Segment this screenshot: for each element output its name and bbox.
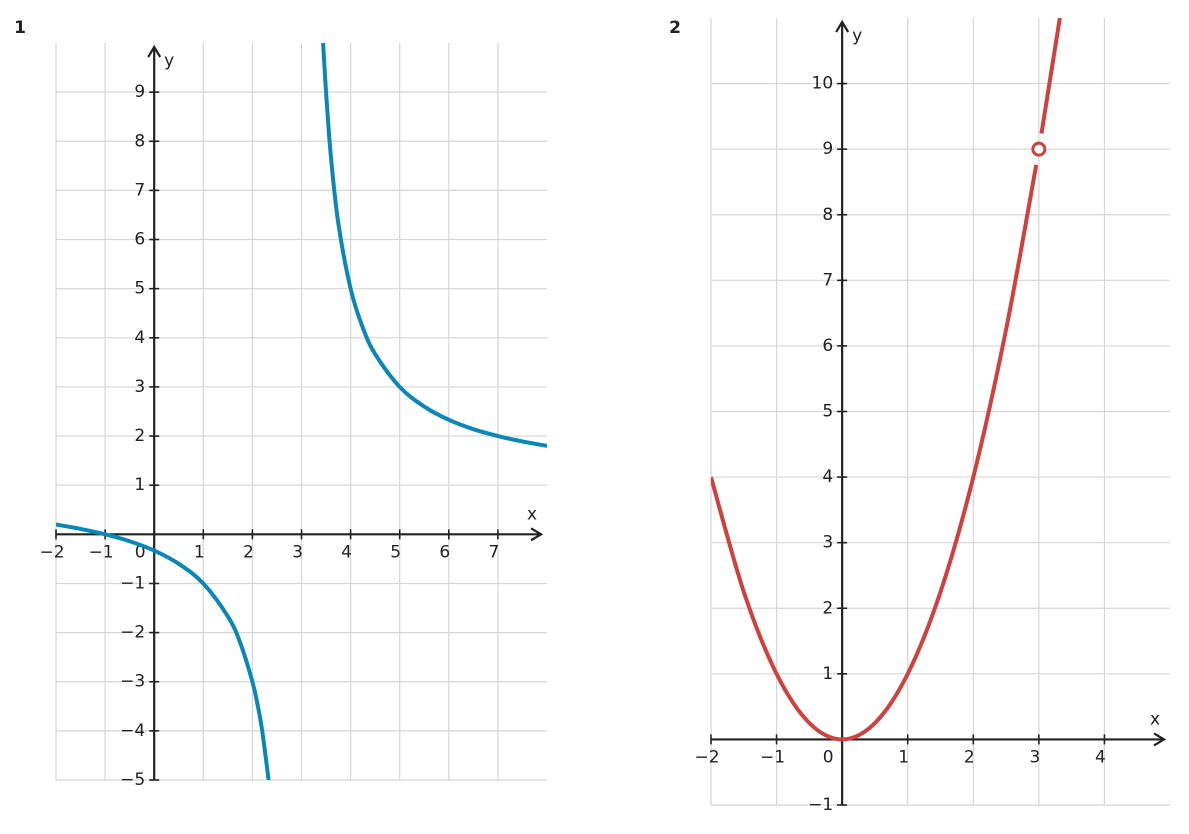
x-axis-arrow — [1153, 732, 1167, 747]
x-tick-label: 3 — [292, 542, 303, 562]
y-tick-label: 5 — [822, 402, 833, 422]
curve — [56, 43, 547, 780]
x-tick-label: 1 — [194, 542, 205, 562]
y-axis-arrow — [835, 19, 850, 33]
x-tick-label: 2 — [243, 542, 254, 562]
y-tick-label: 8 — [822, 205, 833, 225]
x-tick-label: −1 — [760, 747, 785, 767]
y-tick-label: 9 — [134, 82, 145, 102]
y-tick-label: 5 — [134, 279, 145, 299]
x-tick-label: 0 — [135, 542, 146, 562]
y-tick-label: −1 — [808, 795, 833, 815]
x-tick-label: 5 — [390, 542, 401, 562]
y-tick-label: 1 — [134, 475, 145, 495]
panel: 2 −2 −1 0 1 2 3 4 −1 1 2 3 4 5 6 7 8 9 10 x y — [669, 18, 1170, 815]
y-tick-label: 3 — [822, 533, 833, 553]
x-tick-label: 0 — [823, 747, 834, 767]
x-tick-label: −2 — [694, 747, 719, 767]
y-tick-label: 2 — [134, 426, 145, 446]
panel-label: 1 — [14, 18, 26, 38]
x-tick-label: 2 — [964, 747, 975, 767]
y-axis-label: y — [852, 26, 862, 46]
y-tick-label: 3 — [134, 377, 145, 397]
x-axis-label: x — [1150, 709, 1160, 729]
y-tick-label: 10 — [812, 74, 834, 94]
panel-label: 2 — [669, 18, 681, 38]
y-tick-label: −2 — [120, 623, 145, 643]
y-tick-label: −4 — [120, 721, 145, 741]
x-tick-label: 3 — [1029, 747, 1040, 767]
y-tick-label: 6 — [822, 336, 833, 356]
x-axis-arrow — [530, 527, 544, 542]
y-tick-label: 4 — [822, 467, 833, 487]
x-tick-label: −2 — [39, 542, 64, 562]
y-tick-label: 7 — [134, 180, 145, 200]
y-tick-label: 9 — [822, 139, 833, 159]
y-tick-label: 2 — [822, 598, 833, 618]
panel: 1 −2 −1 0 1 2 3 4 5 6 7 −5 −4 −3 −2 −1 1 2 3 4 5 6 7 8 9 x y — [14, 18, 547, 790]
y-axis-label: y — [164, 51, 174, 71]
x-tick-label: 4 — [1095, 747, 1106, 767]
x-tick-label: 1 — [898, 747, 909, 767]
y-tick-label: 1 — [822, 664, 833, 684]
x-tick-label: −1 — [89, 542, 114, 562]
y-tick-label: 7 — [822, 270, 833, 290]
y-tick-label: 8 — [134, 131, 145, 151]
y-axis-arrow — [147, 44, 162, 58]
x-tick-label: 4 — [341, 542, 352, 562]
y-tick-label: −3 — [120, 672, 145, 692]
y-tick-label: 6 — [134, 230, 145, 250]
y-tick-label: −5 — [120, 770, 145, 790]
curve — [711, 18, 1062, 742]
x-tick-label: 7 — [488, 542, 499, 562]
y-tick-label: 4 — [134, 328, 145, 348]
x-tick-label: 6 — [439, 542, 450, 562]
x-axis-label: x — [527, 504, 537, 524]
open-point — [1031, 141, 1047, 157]
y-tick-label: −1 — [120, 573, 145, 593]
